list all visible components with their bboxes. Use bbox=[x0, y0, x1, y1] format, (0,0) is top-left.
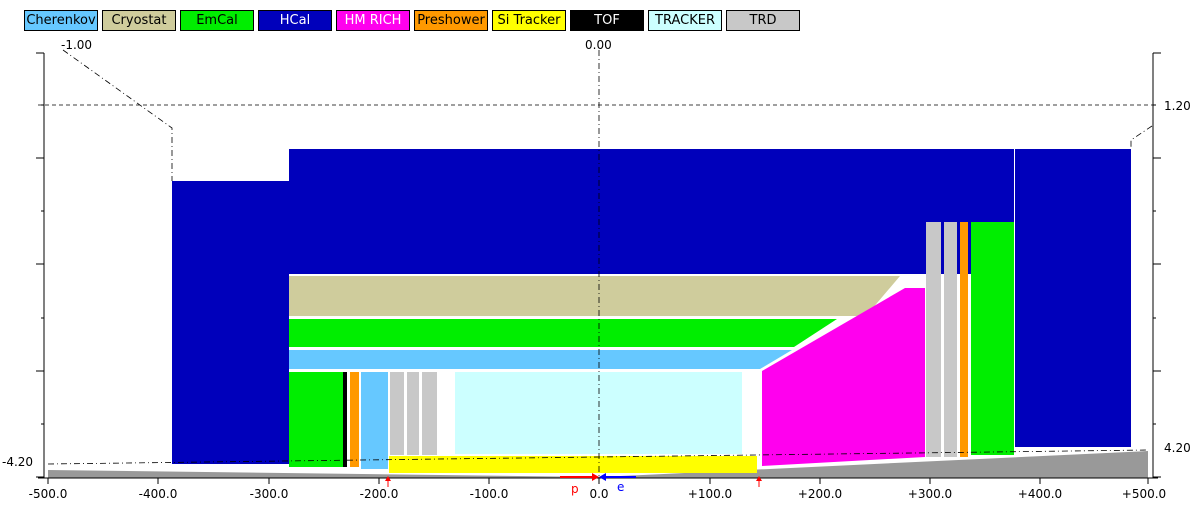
legend-trd[interactable]: TRD bbox=[726, 10, 800, 31]
trd-forward-1 bbox=[926, 222, 941, 457]
hcal-left bbox=[172, 181, 289, 464]
hm-rich bbox=[762, 288, 925, 466]
x-tick-label: +400.0 bbox=[1018, 487, 1062, 501]
x-tick-label: -300.0 bbox=[250, 487, 289, 501]
electron-label: e bbox=[617, 480, 624, 494]
eta-boundary-lower bbox=[47, 449, 1149, 465]
axes bbox=[36, 52, 1161, 479]
legend-hm-rich[interactable]: HM RICH bbox=[336, 10, 410, 31]
si-tracker-marker-left bbox=[385, 476, 391, 487]
x-tick-label: -200.0 bbox=[360, 487, 399, 501]
trd-backward-2 bbox=[407, 372, 419, 455]
x-tick-label: +500.0 bbox=[1122, 487, 1166, 501]
legend-cryostat[interactable]: Cryostat bbox=[102, 10, 176, 31]
emcal-backward bbox=[289, 372, 343, 467]
cherenkov-backward bbox=[361, 372, 388, 469]
hcal-right bbox=[1015, 149, 1131, 447]
eta-label-top-left: -1.00 bbox=[61, 38, 92, 52]
preshower-forward bbox=[960, 222, 968, 457]
hcal-barrel bbox=[289, 149, 1014, 274]
beampipe-region bbox=[48, 451, 1148, 478]
eta-label-left-lower: -4.20 bbox=[2, 455, 33, 469]
x-tick-label: 0.0 bbox=[589, 487, 608, 501]
legend-tof[interactable]: TOF bbox=[570, 10, 644, 31]
eta-label-right-lower: 4.20 bbox=[1164, 441, 1191, 455]
tof-backward bbox=[343, 372, 347, 467]
cryostat-barrel bbox=[289, 276, 900, 316]
up-arrow-icon bbox=[385, 476, 391, 481]
si-tracker-marker-right bbox=[756, 476, 762, 487]
x-tick-label: -400.0 bbox=[139, 487, 178, 501]
trd-forward-2 bbox=[944, 222, 957, 457]
x-tick-label: -500.0 bbox=[29, 487, 68, 501]
trd-backward-3 bbox=[422, 372, 437, 455]
legend-emcal[interactable]: EmCal bbox=[180, 10, 254, 31]
legend-tracker[interactable]: TRACKER bbox=[648, 10, 722, 31]
preshower-backward bbox=[350, 372, 359, 467]
legend-si-tracker[interactable]: Si Tracker bbox=[492, 10, 566, 31]
electron-arrowhead-icon bbox=[599, 473, 606, 481]
emcal-forward bbox=[971, 222, 1014, 455]
si-tracker bbox=[389, 456, 757, 473]
emcal-barrel bbox=[289, 319, 837, 347]
eta-label-top-center: 0.00 bbox=[585, 38, 612, 52]
legend-cherenkov[interactable]: Cherenkov bbox=[24, 10, 98, 31]
x-tick-label: +200.0 bbox=[798, 487, 842, 501]
x-axis-ticks bbox=[47, 478, 1149, 484]
proton-arrowhead-icon bbox=[592, 473, 599, 481]
eta-boundary-right bbox=[1130, 125, 1153, 149]
x-axis-labels: -500.0 -400.0 -300.0 -200.0 -100.0 0.0 +… bbox=[29, 487, 1167, 501]
cherenkov-barrel bbox=[289, 350, 792, 369]
eta-label-right-upper: 1.20 bbox=[1164, 99, 1191, 113]
legend-preshower[interactable]: Preshower bbox=[414, 10, 488, 31]
up-arrow-icon bbox=[756, 476, 762, 481]
legend: Cherenkov Cryostat EmCal HCal HM RICH Pr… bbox=[24, 10, 800, 31]
proton-label: p bbox=[571, 482, 579, 496]
x-tick-label: -100.0 bbox=[470, 487, 509, 501]
x-tick-label: +100.0 bbox=[688, 487, 732, 501]
tracker-central bbox=[455, 372, 742, 454]
eta-boundary-left bbox=[62, 49, 173, 181]
trd-backward-1 bbox=[390, 372, 404, 455]
x-tick-label: +300.0 bbox=[908, 487, 952, 501]
legend-hcal[interactable]: HCal bbox=[258, 10, 332, 31]
